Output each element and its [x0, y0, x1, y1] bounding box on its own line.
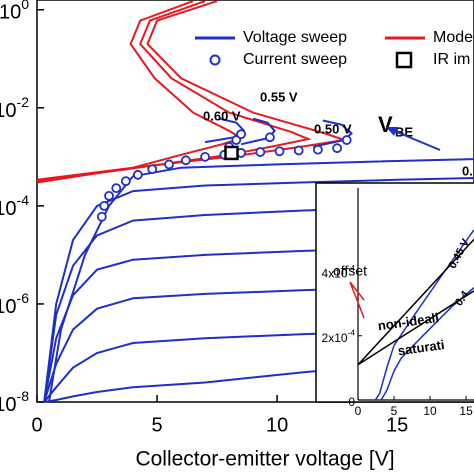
inset-y-tick-label: 0 [348, 395, 355, 409]
marker [104, 190, 114, 201]
marker [120, 176, 131, 187]
y-tick-label-base: 10 [0, 198, 17, 220]
y-tick-label-exp: -2 [17, 94, 30, 110]
inset-y-tick-label-base: 4x10 [322, 267, 348, 281]
square-marker [224, 145, 239, 161]
x-tick-label: 5 [151, 414, 162, 436]
legend-label: Mode [433, 29, 473, 46]
inset-x-tick-label: 0 [355, 404, 362, 418]
legend-label: Voltage sweep [243, 29, 347, 46]
arrow-line [391, 129, 441, 151]
marker [180, 155, 191, 166]
x-tick-label: 0 [31, 414, 42, 436]
y-tick-label-base: 10 [0, 2, 21, 24]
curve [240, 117, 277, 146]
inset-y-tick-label-base: 0 [348, 395, 355, 409]
curve [36, 0, 312, 183]
arrow-head [386, 127, 398, 136]
inset-x-tick-label: 15 [459, 404, 473, 418]
marker [132, 169, 143, 180]
annotation: V [378, 112, 393, 137]
marker [313, 144, 323, 155]
inset-curve [380, 287, 474, 401]
curve [43, 177, 474, 403]
marker [236, 129, 246, 140]
marker [255, 147, 266, 157]
curve [36, 0, 244, 184]
y-tick-label: 10-2 [0, 94, 29, 123]
y-tick-label-exp: 0 [21, 0, 29, 11]
marker [164, 159, 174, 170]
marker [293, 145, 304, 156]
inset-curve [357, 238, 474, 366]
y-tick-label-base: 10 [0, 394, 17, 416]
inset-annotation: saturati [397, 337, 446, 358]
marker [274, 146, 285, 157]
inset-x-tick-label: 5 [391, 404, 398, 418]
y-tick-label: 100 [0, 0, 29, 24]
offset-arrow [349, 281, 365, 319]
y-tick-label-exp: -8 [17, 388, 30, 404]
inset-x-tick-label: 10 [423, 404, 437, 418]
y-tick-label: 10-6 [0, 290, 29, 319]
inset-y-tick-label-exp: -4 [348, 263, 356, 273]
marker [265, 132, 275, 143]
marker [200, 151, 210, 162]
y-tick-label-exp: -4 [17, 192, 30, 208]
marker [99, 200, 110, 211]
y-tick-label-base: 10 [0, 100, 17, 122]
inset-y-tick-label-base: 2x10 [322, 331, 348, 345]
marker [332, 143, 343, 154]
annotation: BE [395, 124, 413, 139]
marker [96, 211, 107, 222]
legend-label: IR im [433, 51, 470, 68]
y-tick-label: 10-8 [0, 388, 29, 417]
legend-swatch [395, 51, 413, 69]
plot-frame [36, 0, 474, 403]
inset-y-tick-label: 4x10-4 [322, 263, 356, 280]
marker [341, 135, 352, 145]
curve [312, 119, 353, 148]
annotation: 0. [462, 163, 473, 178]
y-tick-label: 10-4 [0, 192, 29, 221]
annotation: 0.55 V [260, 89, 298, 104]
annotation: 0.50 V [314, 121, 352, 136]
marker [147, 164, 158, 175]
x-tick-label: 15 [386, 414, 408, 436]
inset-background [315, 182, 474, 403]
legend-label: Current sweep [243, 51, 347, 68]
inset-curve [357, 290, 474, 366]
x-axis-label: Collector-emitter voltage [V] [135, 448, 394, 471]
marker [111, 183, 122, 194]
x-tick-label: 10 [266, 414, 288, 436]
legend-swatch [209, 54, 221, 66]
curve [36, 0, 345, 181]
annotation: 0.60 V [203, 108, 241, 123]
inset-y-tick-label-exp: -4 [348, 328, 356, 338]
y-tick-label-base: 10 [0, 296, 17, 318]
y-tick-label-exp: -6 [17, 290, 30, 306]
inset-annotation: offset [333, 263, 367, 279]
inset-y-tick-label: 2x10-4 [322, 328, 356, 345]
